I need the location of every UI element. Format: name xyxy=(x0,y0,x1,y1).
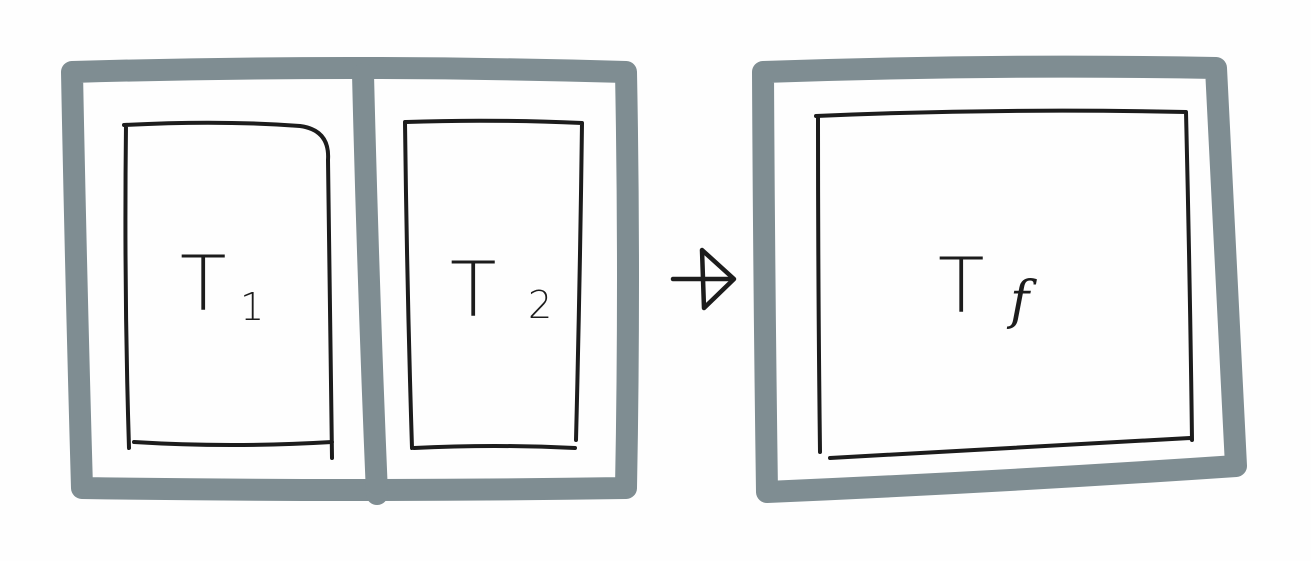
input-frame-group xyxy=(61,57,639,505)
input-divider xyxy=(352,63,388,505)
panel-t1-border xyxy=(122,120,334,460)
panel-t1-label-main: T xyxy=(180,239,226,328)
panel-tf-label-main: T xyxy=(938,241,984,330)
panel-tf-label-sub: f xyxy=(1006,271,1037,331)
panel-tf: T f xyxy=(814,108,1194,460)
panel-t2-border xyxy=(403,118,584,450)
panel-t2-label-sub: 2 xyxy=(528,283,552,327)
output-outer-frame xyxy=(752,55,1247,503)
panel-t2-label-main: T xyxy=(450,245,496,334)
arrow-head xyxy=(699,247,737,311)
panel-t2: T 2 xyxy=(403,118,584,450)
output-frame-group xyxy=(752,55,1247,503)
panel-t1-label-sub: 1 xyxy=(240,285,264,329)
right-arrow-icon xyxy=(670,247,737,311)
panel-tf-border xyxy=(814,108,1194,460)
input-outer-frame xyxy=(61,57,639,501)
panel-t1: T 1 xyxy=(122,120,334,460)
